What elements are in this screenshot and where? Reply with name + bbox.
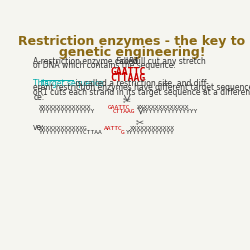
Text: GAATTC: GAATTC [110, 67, 146, 77]
Text: GAATTC: GAATTC [108, 105, 130, 110]
Text: ✂: ✂ [123, 96, 131, 106]
Text: YYYYYYYYYYYYYYY: YYYYYYYYYYYYYYY [142, 109, 199, 114]
Text: G: G [121, 130, 124, 136]
Text: ce:: ce: [33, 93, 44, 102]
Text: YYYYYYYYYYYYY: YYYYYYYYYYYYY [126, 130, 174, 136]
Text: ve:: ve: [33, 123, 45, 132]
Text: ✂: ✂ [136, 117, 144, 127]
Text: This: This [33, 78, 51, 88]
Text: erent restriction enzymes have different target sequences. Ec-: erent restriction enzymes have different… [33, 83, 250, 92]
Text: XXXXXXXXXXXX: XXXXXXXXXXXX [130, 126, 175, 131]
Text: of DNA which contains the sequence:: of DNA which contains the sequence: [33, 61, 176, 70]
Text: EcoR1: EcoR1 [116, 56, 140, 66]
Text: CTTAAG: CTTAAG [110, 73, 146, 83]
Text: XXXXXXXXXXXXXX: XXXXXXXXXXXXXX [39, 105, 92, 110]
Text: YYYYYYYYYYYYCTTAA: YYYYYYYYYYYYCTTAA [39, 130, 103, 136]
Text: target sequence: target sequence [40, 78, 103, 88]
Text: genetic engineering!: genetic engineering! [59, 46, 205, 59]
Text: oR1 cuts each strand in its target sequence at a different pla-: oR1 cuts each strand in its target seque… [33, 88, 250, 97]
Text: A restriction enzyme called: A restriction enzyme called [33, 56, 140, 66]
Text: CTTAAG: CTTAAG [112, 109, 135, 114]
Text: will cut any stretch: will cut any stretch [130, 56, 206, 66]
Text: Restriction enzymes - the key to: Restriction enzymes - the key to [18, 35, 246, 48]
Text: XXXXXXXXXXXXG: XXXXXXXXXXXXG [39, 126, 88, 131]
Text: XXXXXXXXXXXXXX: XXXXXXXXXXXXXX [138, 105, 190, 110]
Text: AATTC: AATTC [104, 126, 123, 131]
Text: YYYYYYYYYYYYYYY: YYYYYYYYYYYYYYY [39, 109, 95, 114]
Text: is called a restriction site, and diff-: is called a restriction site, and diff- [73, 78, 209, 88]
